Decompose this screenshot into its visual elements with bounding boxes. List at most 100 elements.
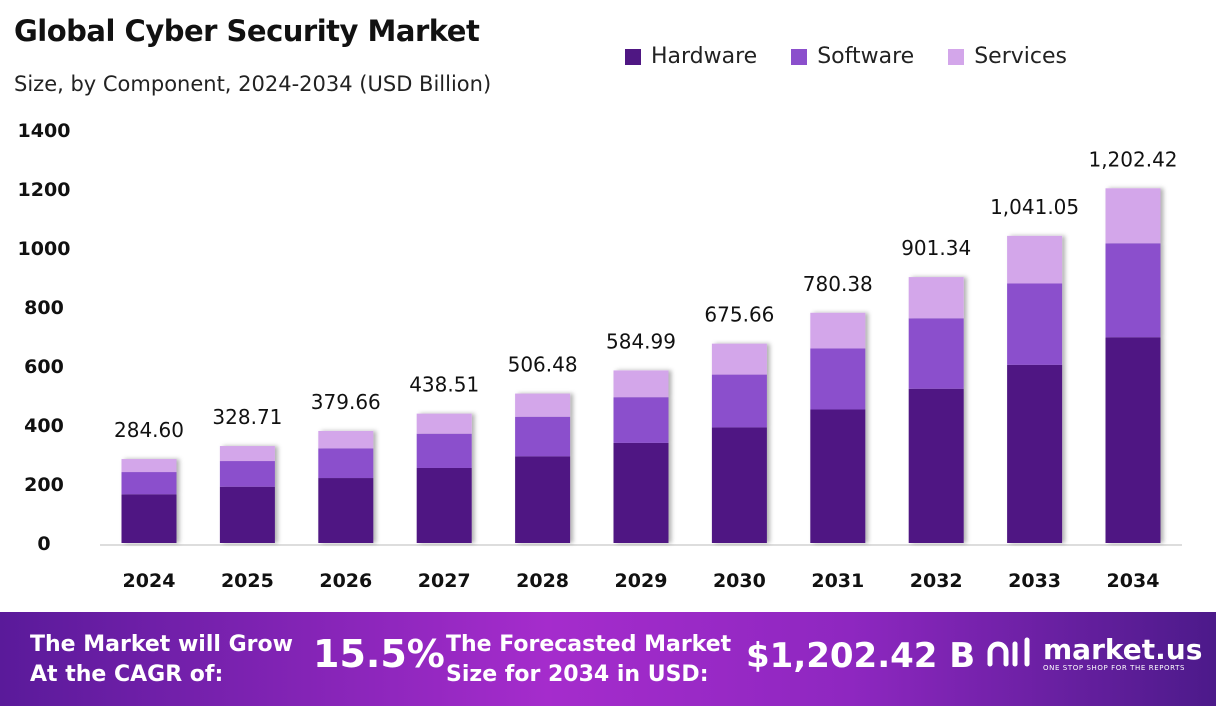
bar-segment-software xyxy=(711,374,767,428)
bar-stack xyxy=(318,430,374,543)
legend-swatch xyxy=(948,48,965,65)
legend-item-hardware: Hardware xyxy=(625,44,757,69)
forecast-label-line: The Forecasted Market xyxy=(446,632,732,657)
bar-segment-software xyxy=(1105,243,1161,338)
x-tick-label: 2031 xyxy=(811,570,864,592)
bar-segment-services xyxy=(613,370,669,398)
x-tick-label: 2033 xyxy=(1008,570,1061,592)
stacked-bar-chart: 0 200 400 600 800 1000 1200 1400 284.60 2024 328.7… xyxy=(18,120,1182,592)
y-tick-label: 1000 xyxy=(18,238,71,260)
total-data-label: 675.66 xyxy=(704,303,774,327)
bar-segment-hardware xyxy=(1007,364,1063,543)
bar-segment-software xyxy=(318,448,374,479)
bar-segment-software xyxy=(613,397,669,443)
y-tick-label: 200 xyxy=(24,474,64,496)
bar-segment-hardware xyxy=(416,467,472,543)
bar-segment-hardware xyxy=(219,486,275,543)
x-tick-label: 2026 xyxy=(319,570,372,592)
total-data-label: 328.71 xyxy=(212,405,282,429)
chart-subtitle: Size, by Component, 2024-2034 (USD Billi… xyxy=(14,72,492,96)
bar-segment-hardware xyxy=(515,456,571,543)
total-data-label: 584.99 xyxy=(606,329,676,353)
bar-segment-hardware xyxy=(121,494,177,543)
market-us-logo: market.us ONE STOP SHOP FOR THE REPORTS xyxy=(985,636,1202,672)
bar-stack xyxy=(810,312,866,543)
total-data-label: 284.60 xyxy=(114,418,184,442)
bar-segment-hardware xyxy=(318,478,374,543)
bar-segment-services xyxy=(711,343,767,375)
bar-stack xyxy=(1105,188,1161,543)
total-data-label: 438.51 xyxy=(409,373,479,397)
total-data-label: 901.34 xyxy=(901,236,971,260)
y-tick-label: 1200 xyxy=(18,179,71,201)
bar-segment-hardware xyxy=(908,388,964,543)
total-data-label: 506.48 xyxy=(508,353,578,377)
x-tick-label: 2034 xyxy=(1107,570,1160,592)
cagr-label-line: The Market will Grow xyxy=(30,632,293,657)
bar-segment-hardware xyxy=(810,409,866,543)
total-data-label: 1,041.05 xyxy=(990,195,1079,219)
bar-segment-software xyxy=(1007,283,1063,365)
legend-label: Software xyxy=(817,44,915,69)
bar-stack xyxy=(1007,235,1063,543)
total-data-label: 1,202.42 xyxy=(1088,147,1177,171)
bar-segment-hardware xyxy=(1105,337,1161,543)
bar-stack xyxy=(416,413,472,543)
bar-segment-software xyxy=(908,318,964,389)
bar-stack xyxy=(121,459,177,543)
total-data-label: 379.66 xyxy=(311,390,381,414)
bar-segment-services xyxy=(416,413,472,434)
total-data-label: 780.38 xyxy=(803,272,873,296)
bar-stack xyxy=(711,343,767,543)
legend-label: Services xyxy=(974,44,1067,69)
logo-name: market.us xyxy=(1043,633,1203,666)
bar-segment-software xyxy=(219,461,275,487)
logo-tagline: ONE STOP SHOP FOR THE REPORTS xyxy=(1043,664,1186,672)
bar-segment-services xyxy=(318,430,374,449)
x-tick-label: 2032 xyxy=(910,570,963,592)
legend-item-software: Software xyxy=(791,44,914,69)
y-tick-label: 0 xyxy=(37,533,50,555)
bar-segment-services xyxy=(908,277,964,319)
forecast-label: The Forecasted Market Size for 2034 in US… xyxy=(446,630,731,690)
legend-swatch xyxy=(625,48,641,65)
cagr-label: The Market will Grow At the CAGR of: xyxy=(30,630,293,690)
x-tick-label: 2029 xyxy=(615,570,668,592)
bar-segment-software xyxy=(810,348,866,410)
bar-stack xyxy=(613,370,669,543)
y-tick-label: 1400 xyxy=(18,120,71,142)
legend-item-services: Services xyxy=(948,44,1067,69)
bar-segment-software xyxy=(515,416,571,457)
cagr-label-line: At the CAGR of: xyxy=(30,662,224,687)
forecast-value: $1,202.42 B xyxy=(746,636,976,676)
bar-segment-software xyxy=(121,472,177,495)
bar-segment-hardware xyxy=(711,427,767,543)
x-tick-label: 2028 xyxy=(516,570,569,592)
legend-label: Hardware xyxy=(651,44,758,69)
x-tick-label: 2024 xyxy=(123,570,176,592)
cagr-value: 15.5% xyxy=(313,632,445,676)
bar-segment-services xyxy=(515,393,571,417)
x-tick-label: 2027 xyxy=(418,570,471,592)
legend-swatch xyxy=(791,48,808,65)
x-tick-label: 2030 xyxy=(713,570,766,592)
bar-stack xyxy=(908,277,964,543)
bar-segment-software xyxy=(416,433,472,468)
bar-segment-services xyxy=(121,459,177,473)
footer-banner: The Market will Grow At the CAGR of: 15.5… xyxy=(0,612,1216,706)
x-tick-label: 2025 xyxy=(221,570,274,592)
legend: Hardware Software Services xyxy=(625,44,1067,69)
bar-segment-hardware xyxy=(613,442,669,543)
forecast-label-line: Size for 2034 in USD: xyxy=(446,662,709,687)
bar-stack xyxy=(219,446,275,543)
logo-icon xyxy=(987,637,1030,667)
bar-segment-services xyxy=(1007,235,1063,284)
y-tick-label: 600 xyxy=(24,356,64,378)
bar-segment-services xyxy=(1105,188,1161,244)
bar-segment-services xyxy=(810,312,866,349)
y-tick-label: 800 xyxy=(24,297,64,319)
bar-stack xyxy=(515,393,571,543)
y-tick-label: 400 xyxy=(24,415,64,437)
chart-title: Global Cyber Security Market xyxy=(14,14,480,48)
bar-segment-services xyxy=(219,446,275,462)
